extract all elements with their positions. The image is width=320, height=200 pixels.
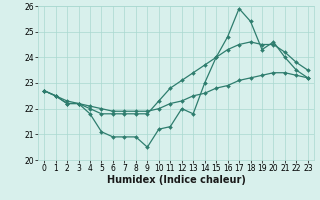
X-axis label: Humidex (Indice chaleur): Humidex (Indice chaleur) [107, 175, 245, 185]
